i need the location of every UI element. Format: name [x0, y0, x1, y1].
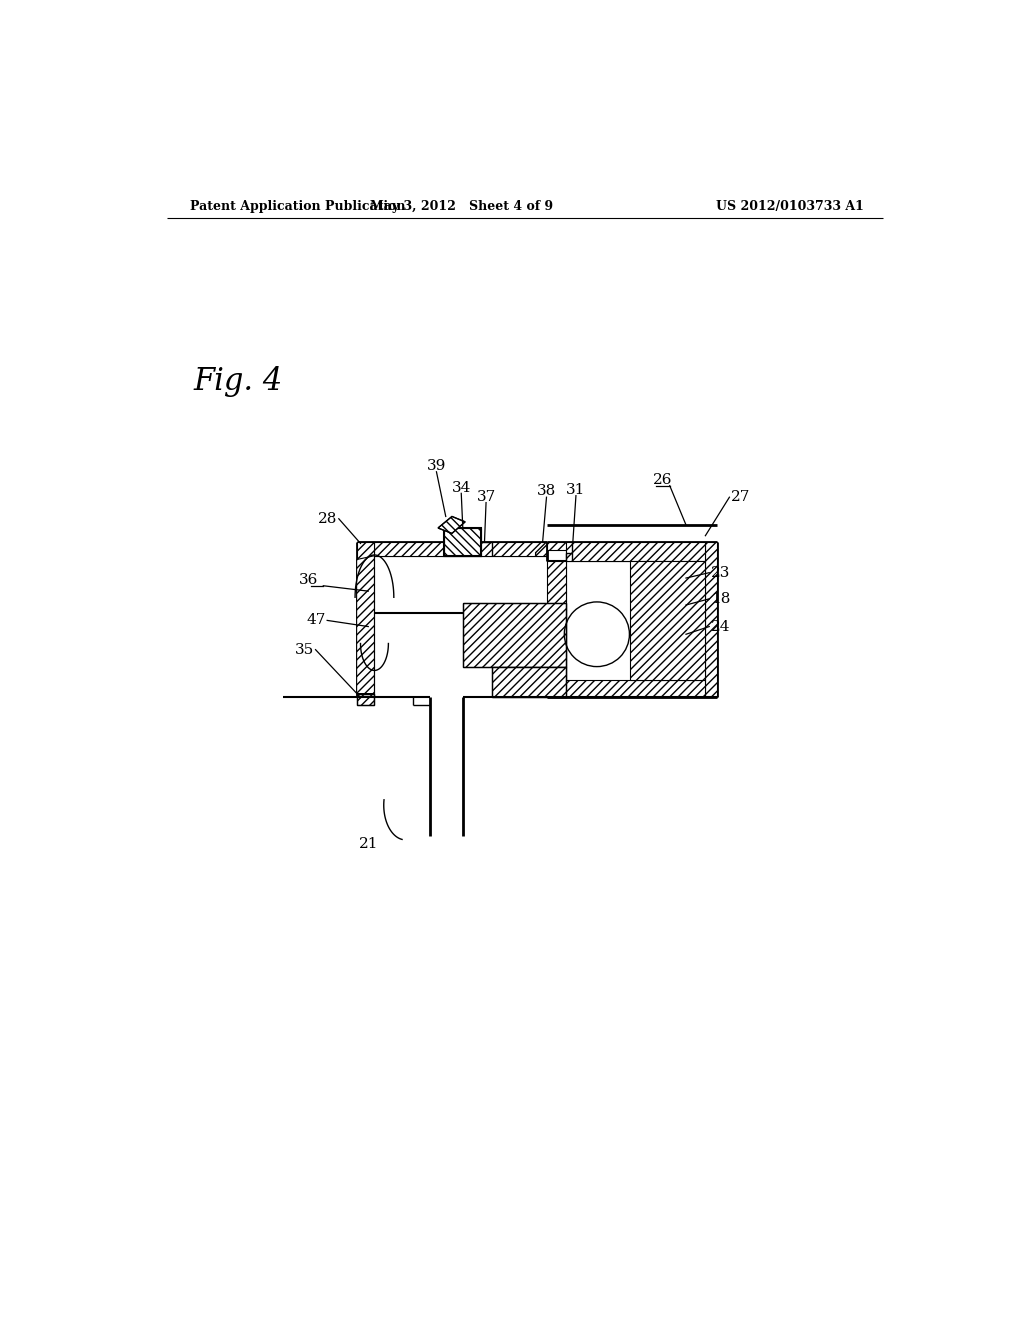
Text: 28: 28	[317, 512, 337, 525]
Polygon shape	[547, 543, 717, 561]
Text: US 2012/0103733 A1: US 2012/0103733 A1	[717, 199, 864, 213]
Text: 36: 36	[299, 573, 317, 587]
Text: 18: 18	[711, 591, 730, 606]
Text: 27: 27	[731, 490, 751, 504]
Text: 26: 26	[653, 474, 673, 487]
Text: 38: 38	[537, 484, 556, 498]
Polygon shape	[630, 561, 706, 681]
Polygon shape	[493, 667, 566, 697]
Text: 21: 21	[358, 837, 378, 850]
Text: 24: 24	[711, 619, 730, 634]
Polygon shape	[356, 543, 375, 697]
Text: 31: 31	[566, 483, 586, 496]
Polygon shape	[547, 561, 566, 681]
Polygon shape	[706, 543, 717, 697]
Text: 37: 37	[476, 490, 496, 504]
Polygon shape	[438, 516, 465, 533]
Text: 35: 35	[295, 643, 314, 656]
Polygon shape	[444, 528, 480, 556]
Text: Patent Application Publication: Patent Application Publication	[190, 199, 406, 213]
Text: Fig. 4: Fig. 4	[194, 366, 283, 397]
Polygon shape	[356, 543, 547, 556]
Text: May 3, 2012   Sheet 4 of 9: May 3, 2012 Sheet 4 of 9	[370, 199, 553, 213]
Polygon shape	[356, 693, 375, 705]
Text: 34: 34	[452, 480, 471, 495]
Polygon shape	[566, 543, 706, 561]
Polygon shape	[356, 556, 375, 693]
Polygon shape	[463, 603, 566, 667]
Polygon shape	[547, 681, 706, 697]
Text: 39: 39	[427, 459, 446, 474]
Text: 23: 23	[711, 566, 730, 579]
Text: 47: 47	[306, 614, 326, 627]
